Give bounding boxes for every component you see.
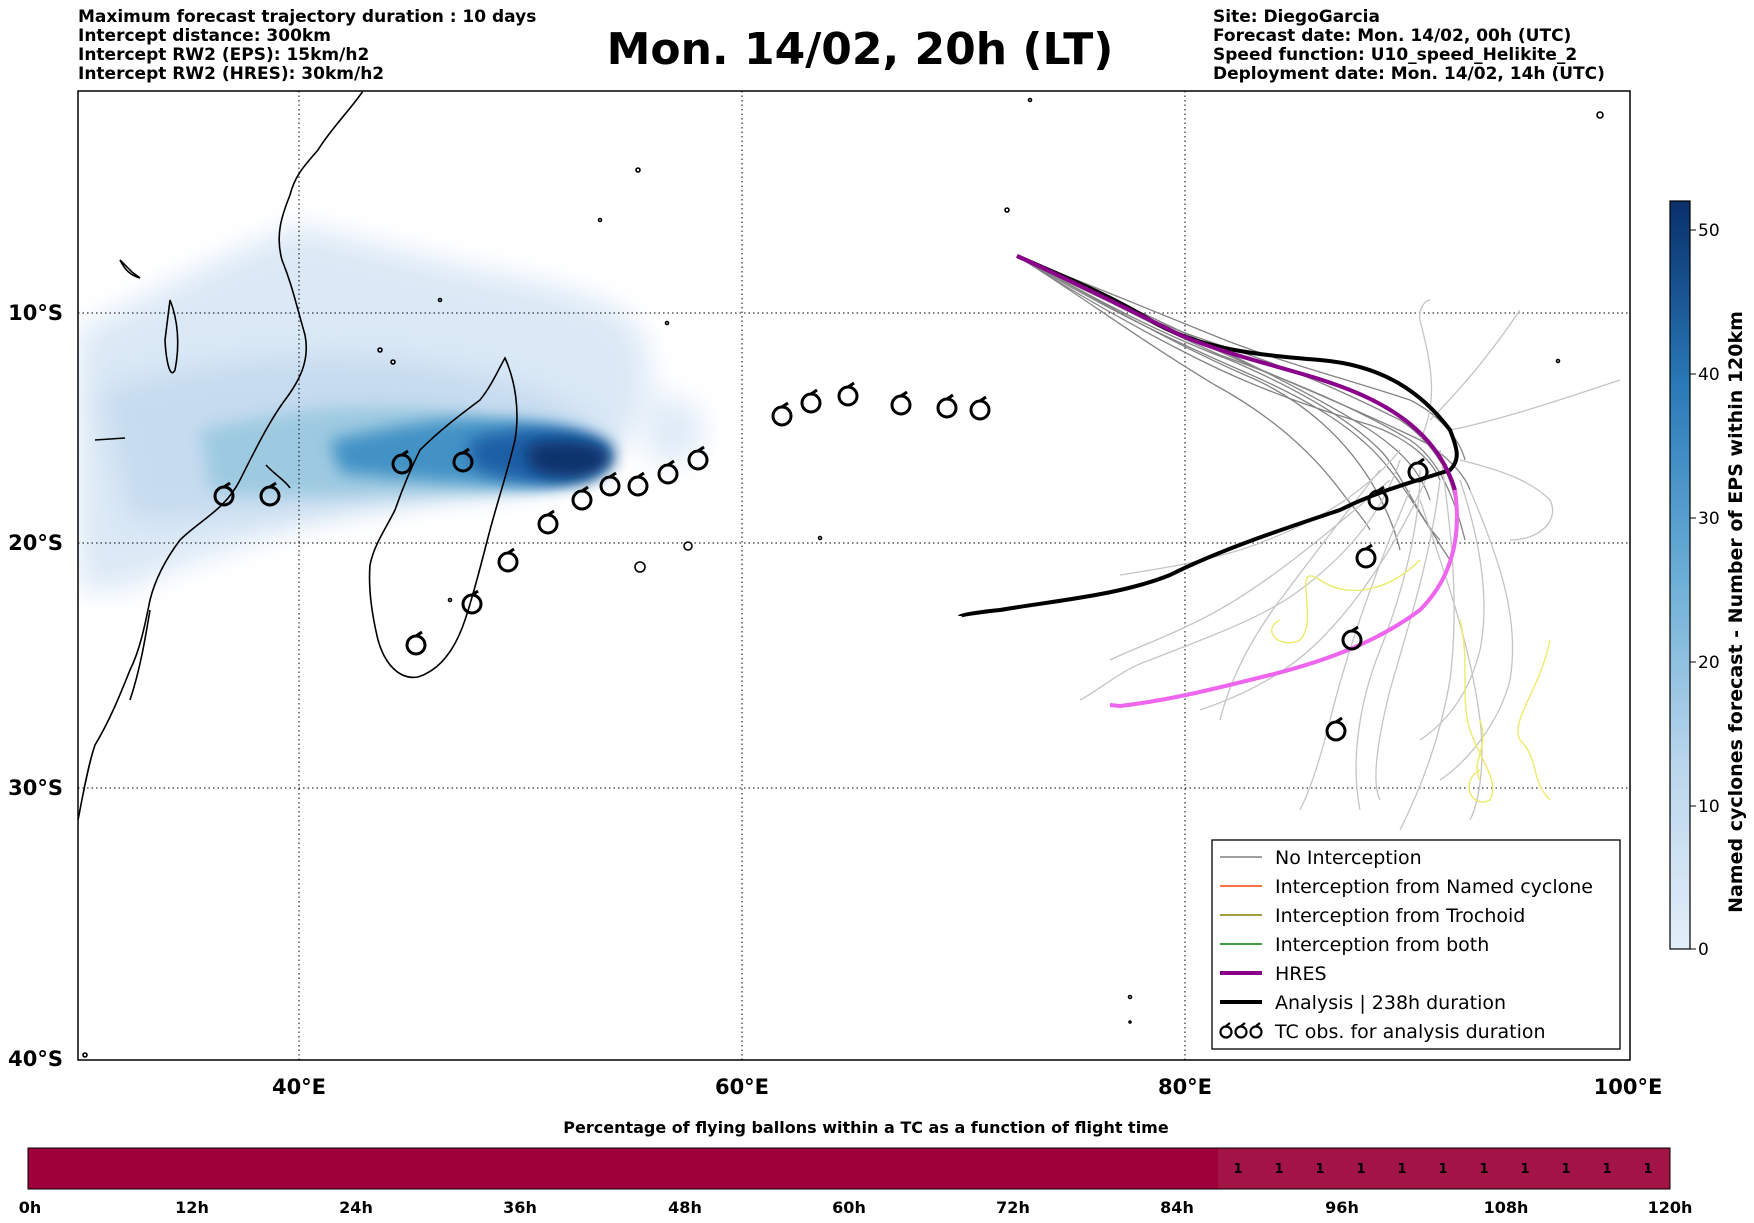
flight-bar-tick: 72h bbox=[996, 1198, 1030, 1217]
info-line: Deployment date: Mon. 14/02, 14h (UTC) bbox=[1213, 64, 1605, 84]
flight-bar-cell-value: 1 bbox=[1274, 1162, 1283, 1177]
colorbar: 0 10 20 30 40 50 Named cyclones forecast… bbox=[1669, 200, 1747, 960]
eps-density-field bbox=[78, 225, 705, 590]
flight-bar-tick: 108h bbox=[1484, 1198, 1529, 1217]
map-legend: No Interception Interception from Named … bbox=[1211, 839, 1621, 1050]
coastlines bbox=[78, 91, 1604, 1058]
site-info: Site: DiegoGarcia Forecast date: Mon. 14… bbox=[1213, 8, 1605, 84]
cyclone-symbol-icon bbox=[571, 485, 593, 511]
map-frame bbox=[77, 90, 1631, 1061]
cyclone-symbol-icon bbox=[599, 471, 621, 497]
cyclone-symbol-icon bbox=[391, 449, 413, 475]
cyclone-symbol-icon bbox=[837, 381, 859, 407]
flight-bar-tick: 12h bbox=[175, 1198, 209, 1217]
cyclone-symbol-icon bbox=[537, 509, 559, 535]
y-tick-label: 40°S bbox=[8, 1047, 63, 1071]
legend-label: Interception from Named cyclone bbox=[1275, 876, 1593, 898]
info-line: Speed function: U10_speed_Helikite_2 bbox=[1213, 45, 1578, 65]
x-tick-label: 60°E bbox=[715, 1075, 769, 1099]
cyclone-symbol-icon bbox=[936, 393, 958, 419]
flight-bar-cell-value: 1 bbox=[1233, 1162, 1242, 1177]
cyclone-symbol-icon bbox=[1407, 457, 1429, 483]
x-axis-labels: 40°E 60°E 80°E 100°E bbox=[272, 1075, 1662, 1099]
cyclone-symbol-icon bbox=[771, 401, 793, 427]
flight-bar-tick: 36h bbox=[503, 1198, 537, 1217]
x-tick-label: 40°E bbox=[272, 1075, 326, 1099]
legend-label: TC obs. for analysis duration bbox=[1274, 1021, 1546, 1043]
flight-bar-cell-value: 1 bbox=[1602, 1162, 1611, 1177]
cyclone-symbol-icon bbox=[405, 630, 427, 656]
cyclone-symbol-icon bbox=[452, 447, 474, 473]
flight-bar-title: Percentage of flying ballons within a TC… bbox=[563, 1118, 1169, 1137]
flight-bar-cell-value: 1 bbox=[1315, 1162, 1324, 1177]
cyclone-symbol-icon bbox=[969, 395, 991, 421]
hres-track-tail bbox=[1109, 489, 1459, 709]
cyclone-symbol-icon bbox=[687, 445, 709, 471]
colorbar-tick-label: 50 bbox=[1698, 221, 1720, 241]
colorbar-tick-label: 40 bbox=[1698, 365, 1720, 385]
y-tick-label: 20°S bbox=[8, 531, 63, 555]
flight-bar-tick: 24h bbox=[339, 1198, 373, 1217]
flight-bar-cell-value: 1 bbox=[1479, 1162, 1488, 1177]
info-line: Intercept RW2 (HRES): 30km/h2 bbox=[78, 64, 385, 84]
flight-bar-cell-value: 1 bbox=[1397, 1162, 1406, 1177]
trochoid-trajectories bbox=[1271, 559, 1551, 803]
flight-bar-tick: 48h bbox=[668, 1198, 702, 1217]
x-tick-label: 80°E bbox=[1158, 1075, 1212, 1099]
cyclone-symbol-icon bbox=[1341, 625, 1363, 651]
flight-time-bar: Percentage of flying ballons within a TC… bbox=[19, 1118, 1693, 1217]
cyclone-symbol-icon bbox=[1219, 1022, 1263, 1039]
flight-bar-tick: 0h bbox=[19, 1198, 42, 1217]
y-tick-label: 30°S bbox=[8, 776, 63, 800]
y-axis-labels: 10°S 20°S 30°S 40°S bbox=[8, 301, 63, 1071]
tc-observations bbox=[213, 381, 1429, 742]
legend-label: Interception from both bbox=[1275, 934, 1489, 956]
africa-coastline bbox=[78, 91, 364, 821]
flight-bar-tick: 120h bbox=[1648, 1198, 1693, 1217]
legend-label: No Interception bbox=[1275, 847, 1422, 869]
legend-label: Analysis | 238h duration bbox=[1275, 992, 1506, 1014]
flight-bar-tick: 60h bbox=[832, 1198, 866, 1217]
colorbar-tick-label: 0 bbox=[1698, 940, 1709, 960]
info-line: Forecast date: Mon. 14/02, 00h (UTC) bbox=[1213, 26, 1572, 46]
colorbar-tick-label: 30 bbox=[1698, 509, 1720, 529]
legend-label: HRES bbox=[1275, 963, 1327, 985]
flight-bar-tick: 96h bbox=[1325, 1198, 1359, 1217]
colorbar-label: Named cyclones forecast - Number of EPS … bbox=[1725, 311, 1747, 913]
x-tick-label: 100°E bbox=[1594, 1075, 1663, 1099]
eps-trajectories-long bbox=[1079, 299, 1621, 831]
y-tick-label: 10°S bbox=[8, 301, 63, 325]
legend-label: Interception from Trochoid bbox=[1275, 905, 1525, 927]
hres-track bbox=[1016, 254, 1457, 491]
info-line: Maximum forecast trajectory duration : 1… bbox=[78, 7, 537, 27]
colorbar-tick-label: 10 bbox=[1698, 797, 1720, 817]
colorbar-tick-label: 20 bbox=[1698, 653, 1720, 673]
cyclone-symbol-icon bbox=[890, 390, 912, 416]
flight-bar-tick: 84h bbox=[1160, 1198, 1194, 1217]
cyclone-symbol-icon bbox=[1367, 485, 1389, 511]
flight-bar-cell-value: 1 bbox=[1438, 1162, 1447, 1177]
info-line: Intercept distance: 300km bbox=[78, 26, 331, 46]
flight-bar-cell-value: 1 bbox=[1356, 1162, 1365, 1177]
info-line: Intercept RW2 (EPS): 15km/h2 bbox=[78, 45, 370, 65]
cyclone-symbol-icon bbox=[627, 471, 649, 497]
flight-bar-cell-value: 1 bbox=[1520, 1162, 1529, 1177]
forecast-parameters: Maximum forecast trajectory duration : 1… bbox=[78, 8, 536, 84]
cyclone-symbol-icon bbox=[1325, 716, 1347, 742]
cyclone-symbol-icon bbox=[800, 388, 822, 414]
cyclone-symbol-icon bbox=[259, 481, 281, 507]
cyclone-symbol-icon bbox=[461, 589, 483, 615]
info-line: Site: DiegoGarcia bbox=[1213, 7, 1380, 27]
cyclone-symbol-icon bbox=[497, 547, 519, 573]
page-title: Mon. 14/02, 20h (LT) bbox=[606, 24, 1114, 75]
cyclone-symbol-icon bbox=[213, 481, 235, 507]
cyclone-symbol-icon bbox=[1355, 543, 1377, 569]
madagascar-coastline bbox=[368, 356, 518, 679]
flight-bar-cell-value: 1 bbox=[1643, 1162, 1652, 1177]
flight-bar-cell-value: 1 bbox=[1561, 1162, 1570, 1177]
cyclone-symbol-icon bbox=[657, 459, 679, 485]
